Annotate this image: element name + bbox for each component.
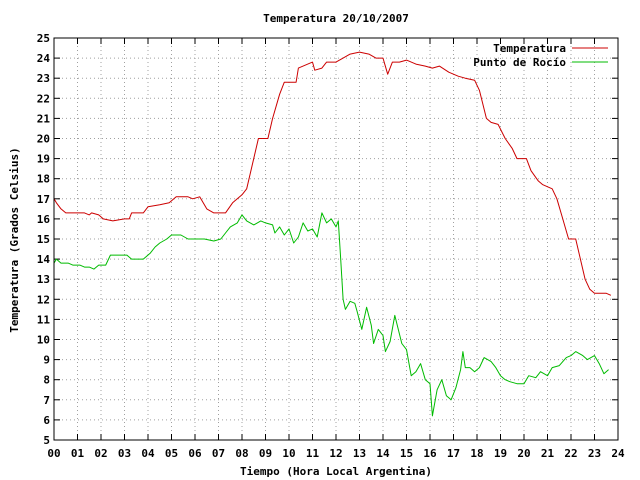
x-tick-label: 17 xyxy=(447,447,460,460)
x-tick-label: 22 xyxy=(564,447,577,460)
series-layer xyxy=(53,51,612,417)
x-tick-label: 19 xyxy=(494,447,507,460)
x-tick-label: 10 xyxy=(282,447,295,460)
x-tick-label: 18 xyxy=(470,447,483,460)
y-tick-label: 16 xyxy=(37,213,51,226)
y-tick-label: 17 xyxy=(37,193,50,206)
y-tick-label: 5 xyxy=(43,434,50,447)
plot-frame xyxy=(53,37,619,441)
y-tick-label: 18 xyxy=(37,173,50,186)
series-line-0 xyxy=(53,51,612,296)
y-tick-labels: 5 6 7 8 9 10 11 12 13 14 15 16 17 18 19 20 21 22 23 24 25 xyxy=(37,32,51,447)
y-tick-label: 24 xyxy=(37,52,51,65)
x-tick-label: 21 xyxy=(541,447,555,460)
y-tick-label: 6 xyxy=(43,414,50,427)
legend-label-punto-de-rocio: Punto de Rocío xyxy=(473,56,566,69)
y-tick-label: 7 xyxy=(43,394,50,407)
x-tick-label: 16 xyxy=(423,447,437,460)
x-tick-label: 20 xyxy=(517,447,530,460)
y-tick-label: 10 xyxy=(37,334,50,347)
series-line-1 xyxy=(53,212,609,417)
x-tick-label: 15 xyxy=(400,447,413,460)
x-axis-label: Tiempo (Hora Local Argentina) xyxy=(240,465,432,478)
y-tick-label: 13 xyxy=(37,273,50,286)
y-tick-label: 14 xyxy=(37,253,51,266)
x-tick-label: 14 xyxy=(376,447,390,460)
x-tick-label: 02 xyxy=(94,447,107,460)
x-tick-label: 24 xyxy=(611,447,625,460)
y-tick-label: 20 xyxy=(37,133,50,146)
y-tick-label: 15 xyxy=(37,233,50,246)
x-tick-label: 05 xyxy=(165,447,178,460)
y-axis-label: Temperatura (Grados Celsius) xyxy=(8,147,21,332)
x-tick-label: 00 xyxy=(47,447,60,460)
x-tick-label: 08 xyxy=(235,447,248,460)
grid xyxy=(53,37,619,441)
x-tick-label: 23 xyxy=(588,447,601,460)
x-tick-label: 12 xyxy=(329,447,342,460)
chart-title: Temperatura 20/10/2007 xyxy=(263,12,409,25)
y-tick-label: 25 xyxy=(37,32,50,45)
y-tick-label: 11 xyxy=(37,313,51,326)
y-tick-label: 21 xyxy=(37,112,51,125)
x-tick-label: 07 xyxy=(212,447,225,460)
y-tick-label: 9 xyxy=(43,354,50,367)
x-tick-label: 11 xyxy=(306,447,320,460)
x-tick-label: 03 xyxy=(118,447,131,460)
y-tick-label: 19 xyxy=(37,153,50,166)
y-tick-label: 12 xyxy=(37,293,50,306)
x-tick-label: 13 xyxy=(353,447,366,460)
legend-label-temperatura: Temperatura xyxy=(493,42,566,55)
y-tick-label: 23 xyxy=(37,72,50,85)
y-tick-label: 22 xyxy=(37,92,50,105)
x-tick-label: 09 xyxy=(259,447,272,460)
x-tick-labels: 00 01 02 03 04 05 06 07 08 09 10 11 12 13 14 15 16 17 18 19… xyxy=(47,447,625,460)
y-tick-label: 8 xyxy=(43,374,50,387)
legend: Temperatura Punto de Rocío xyxy=(473,42,608,69)
x-tick-label: 01 xyxy=(71,447,85,460)
x-tick-label: 04 xyxy=(141,447,155,460)
x-tick-label: 06 xyxy=(188,447,202,460)
